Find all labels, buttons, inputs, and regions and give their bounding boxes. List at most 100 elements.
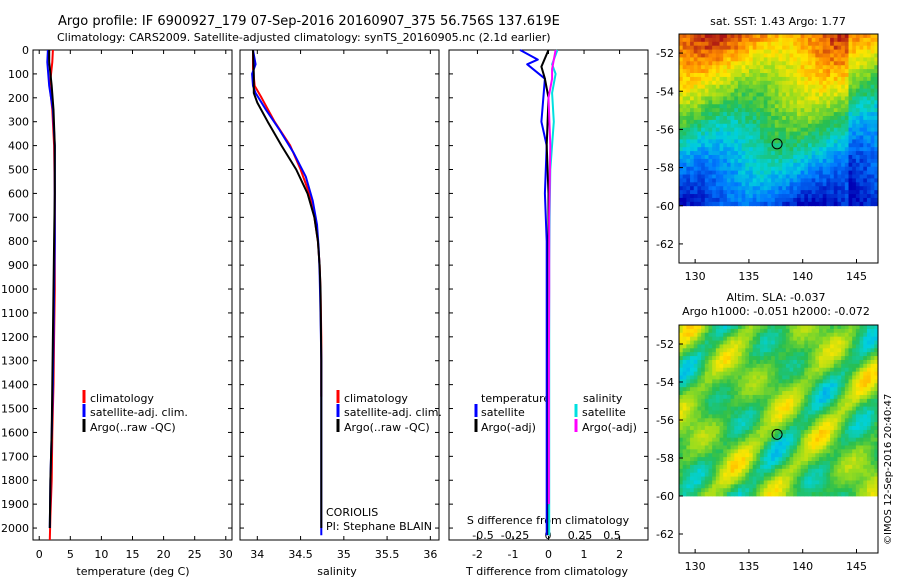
legend-t-satellite-label: satellite	[481, 406, 525, 419]
map-cell	[855, 197, 860, 203]
map-cell	[760, 143, 765, 148]
map-cell	[807, 166, 813, 172]
map-cell	[796, 453, 802, 458]
map-cell	[848, 375, 853, 380]
map-cell	[807, 484, 813, 489]
map-cell	[859, 127, 864, 132]
map-cell	[679, 186, 684, 191]
map-cell	[760, 457, 765, 462]
map-cell	[863, 170, 868, 175]
map-cell	[734, 147, 739, 152]
map-cell	[800, 73, 805, 78]
map-cell	[793, 445, 798, 450]
map-cell	[771, 375, 776, 380]
map-cell	[866, 371, 872, 376]
map-cell	[767, 80, 772, 86]
map-cell	[822, 476, 827, 481]
map-cell	[789, 453, 794, 458]
map-cell	[760, 186, 765, 191]
map-cell	[734, 441, 739, 446]
map-cell	[749, 359, 754, 365]
map-cell	[771, 135, 776, 140]
map-cell	[804, 170, 809, 175]
map-cell	[807, 426, 813, 431]
map-cell	[815, 379, 820, 384]
map-cell	[760, 92, 765, 97]
map-cell	[774, 88, 779, 93]
map-cell	[811, 37, 816, 43]
map-cell	[686, 80, 691, 86]
map-cell	[874, 34, 879, 39]
map-cell	[715, 45, 720, 51]
map-cell	[737, 484, 743, 489]
map-cell	[793, 104, 798, 109]
map-cell	[701, 418, 706, 423]
map-cell	[730, 433, 735, 439]
map-cell	[763, 476, 768, 481]
map-cell	[712, 76, 717, 82]
map-cell	[771, 127, 776, 132]
map-cell	[679, 49, 684, 54]
map-cell	[804, 348, 809, 353]
map-cell	[848, 80, 853, 86]
map-cell	[701, 147, 706, 152]
map-cell	[870, 468, 875, 474]
map-cell	[712, 88, 717, 93]
map-cell	[859, 166, 864, 172]
map-cell	[841, 186, 846, 191]
map-cell	[800, 472, 805, 477]
map-cell	[767, 194, 772, 199]
map-cell	[686, 65, 691, 70]
map-cell	[852, 359, 857, 365]
map-cell	[804, 178, 809, 183]
map-cell	[811, 437, 816, 442]
map-cell	[826, 155, 831, 160]
plot-frame	[32, 49, 233, 541]
map-cell	[874, 363, 879, 369]
map-cell	[741, 422, 746, 427]
map-cell	[863, 325, 868, 330]
map-cell	[789, 371, 794, 376]
map-cell	[697, 488, 702, 493]
map-cell	[855, 76, 860, 82]
map-cell	[833, 115, 838, 121]
map-cell	[848, 441, 853, 446]
map-cell	[767, 170, 772, 175]
map-cell	[756, 422, 761, 427]
map-cell	[767, 57, 772, 62]
map-cell	[760, 468, 765, 474]
map-cell	[844, 453, 849, 458]
map-cell	[874, 186, 879, 191]
map-cell	[760, 371, 765, 376]
map-cell	[749, 178, 754, 183]
map-cell	[756, 69, 761, 74]
map-cell	[726, 371, 731, 376]
map-cell	[826, 112, 831, 117]
map-cell	[859, 131, 864, 136]
map-cell	[726, 367, 731, 373]
map-cell	[682, 194, 687, 199]
map-cell	[841, 197, 846, 203]
map-cell	[756, 139, 761, 144]
map-cell	[682, 112, 687, 117]
map-cell	[855, 41, 860, 47]
map-cell	[686, 359, 691, 365]
map-cell	[844, 139, 849, 144]
map-cell	[741, 158, 746, 164]
map-cell	[679, 108, 684, 113]
map-cell	[826, 336, 831, 341]
map-cell	[752, 426, 757, 431]
map-cell	[767, 379, 772, 384]
map-cell	[715, 363, 720, 369]
map-cell	[863, 139, 868, 144]
map-cell	[704, 201, 709, 207]
map-cell	[752, 449, 757, 454]
map-cell	[760, 426, 765, 431]
map-cell	[855, 131, 860, 136]
map-cell	[690, 174, 695, 179]
map-cell	[830, 158, 835, 164]
map-cell	[734, 488, 739, 493]
map-cell	[715, 433, 720, 439]
map-cell	[682, 96, 687, 101]
map-cell	[844, 472, 849, 477]
